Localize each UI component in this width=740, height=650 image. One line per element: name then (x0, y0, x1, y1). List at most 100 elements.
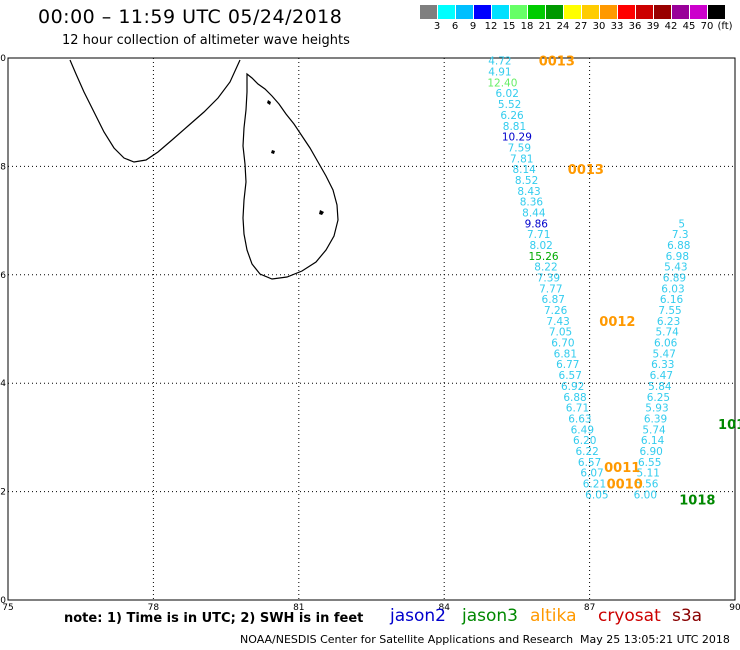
wave-height-label: 5.74 (655, 327, 679, 339)
color-scale-label: 30 (592, 21, 606, 32)
color-scale-label: 39 (646, 21, 660, 32)
wave-height-label: 7.26 (544, 305, 568, 317)
wave-height-label: 7.59 (508, 142, 531, 154)
satellite-label-s3a: s3a (672, 606, 703, 626)
color-swatch (690, 5, 708, 19)
wave-height-label: 8.52 (515, 175, 538, 187)
color-scale-label: (ft) (717, 21, 733, 32)
color-swatch (582, 5, 600, 19)
wave-height-label: 7.71 (527, 229, 550, 241)
wave-height-label: 6.90 (639, 446, 662, 458)
color-scale-label: 33 (610, 21, 624, 32)
pass-time-label: 0010 (607, 477, 643, 492)
wave-height-label: 8.81 (503, 121, 526, 133)
sri-lanka-coastline (242, 72, 339, 280)
wave-height-label: 5.52 (498, 99, 521, 111)
wave-height-label: 6.39 (644, 413, 667, 425)
wave-height-label: 6.21 (583, 478, 606, 490)
wave-height-label: 6.55 (638, 457, 661, 469)
wave-height-label: 7.43 (546, 316, 569, 328)
island-dot (267, 100, 271, 105)
color-swatch (708, 5, 726, 19)
wave-height-label: 6.33 (651, 359, 674, 371)
wave-height-label: 6.03 (661, 283, 684, 295)
wave-height-label: 6.20 (573, 435, 596, 447)
wave-height-label: 6.57 (578, 457, 601, 469)
pass-time-label: 0011 (604, 461, 640, 476)
wave-height-label: 10.29 (502, 132, 532, 144)
wave-height-label: 8.14 (512, 164, 536, 176)
page-subtitle: 12 hour collection of altimeter wave hei… (62, 33, 350, 48)
color-scale-label: 9 (469, 21, 477, 32)
wave-height-label: 7.05 (549, 327, 572, 339)
color-swatch (474, 5, 492, 19)
color-scale-label: 36 (628, 21, 642, 32)
color-swatch (546, 5, 564, 19)
india-coastline (69, 59, 241, 163)
wave-height-label: 6.89 (663, 273, 686, 285)
wave-height-label: 9.86 (525, 218, 549, 230)
wave-height-label: 6.00 (634, 489, 657, 501)
wave-height-label: 7.81 (510, 153, 533, 165)
color-swatch (672, 5, 690, 19)
lon-tick-label: 84 (438, 603, 450, 613)
color-swatch (654, 5, 672, 19)
pass-time-label: 1018 (679, 494, 715, 509)
timestamp-text: May 25 13:05:21 UTC 2018 (580, 633, 730, 646)
wave-height-label: 8.22 (534, 262, 557, 274)
color-scale-label: 24 (556, 21, 570, 32)
lon-tick-label: 87 (584, 603, 595, 613)
wave-height-label: 4.91 (488, 67, 511, 79)
wave-height-label: 6.87 (542, 294, 565, 306)
color-swatch (636, 5, 654, 19)
satellite-label-cryosat: cryosat (598, 606, 661, 626)
wave-height-label: 6.22 (575, 446, 598, 458)
wave-height-label: 8.36 (520, 197, 544, 209)
wave-height-label: 6.71 (566, 403, 589, 415)
credit-text: NOAA/NESDIS Center for Satellite Applica… (240, 633, 574, 646)
wave-height-label: 8.02 (529, 240, 552, 252)
color-scale-label: 3 (433, 21, 441, 32)
satellite-label-altika: altika (530, 606, 577, 626)
wave-height-label: 6.47 (650, 370, 673, 382)
wave-height-label: 6.05 (585, 489, 608, 501)
color-scale-label: 12 (484, 21, 498, 32)
wave-height-label: 5.56 (635, 478, 659, 490)
wave-height-label: 6.06 (654, 338, 678, 350)
color-scale (420, 5, 726, 19)
wave-height-label: 7.39 (537, 273, 560, 285)
wave-height-label: 6.98 (666, 251, 689, 263)
color-swatch (600, 5, 618, 19)
lat-tick-label: 2 (0, 488, 6, 498)
wave-height-label: 4.72 (488, 56, 511, 68)
wave-height-label: 7.55 (658, 305, 681, 317)
lat-tick-label: 4 (0, 379, 6, 389)
wave-height-label: 5.47 (653, 348, 676, 360)
pass-time-label: 0012 (599, 315, 635, 330)
lon-tick-label: 81 (293, 603, 304, 613)
pass-time-label: 1019 (718, 418, 740, 433)
wave-height-label: 6.81 (554, 348, 577, 360)
wave-height-label: 6.88 (563, 392, 586, 404)
satellite-label-jason2: jason2 (390, 606, 446, 626)
wave-height-label: 7.77 (539, 283, 562, 295)
wave-height-label: 15.26 (529, 251, 559, 263)
lat-tick-label: 10 (0, 54, 6, 64)
wave-height-label: 8.44 (522, 207, 546, 219)
wave-height-label: 6.88 (667, 240, 690, 252)
wave-height-label: 6.14 (641, 435, 665, 447)
wave-height-label: 5 (678, 218, 685, 230)
satellite-label-jason3: jason3 (462, 606, 518, 626)
color-swatch (528, 5, 546, 19)
color-swatch (510, 5, 528, 19)
color-scale-label: 15 (502, 21, 516, 32)
color-scale-label: 21 (538, 21, 552, 32)
lon-tick-label: 75 (2, 603, 13, 613)
wave-height-label: 5.74 (642, 424, 666, 436)
lat-tick-label: 0 (0, 596, 6, 606)
wave-height-label: 7.3 (672, 229, 689, 241)
color-swatch (456, 5, 474, 19)
wave-height-label: 6.49 (571, 424, 594, 436)
lat-tick-label: 6 (0, 271, 6, 281)
